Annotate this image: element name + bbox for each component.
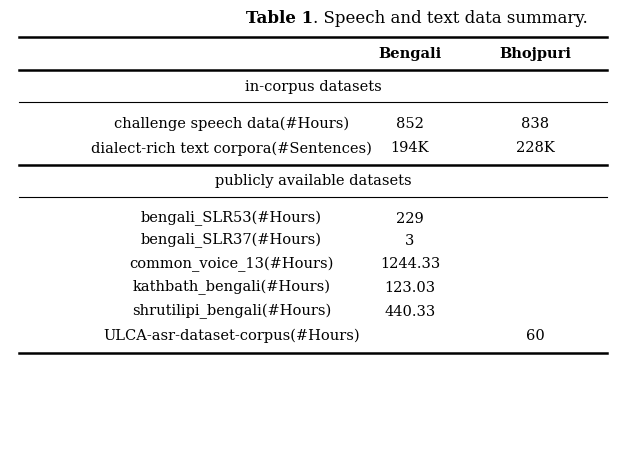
Text: 852: 852 [396,117,424,131]
Text: shrutilipi_bengali(#Hours): shrutilipi_bengali(#Hours) [132,304,331,319]
Text: 228K: 228K [516,141,555,155]
Text: Bengali: Bengali [378,47,442,61]
Text: 229: 229 [396,212,424,226]
Text: Bhojpuri: Bhojpuri [499,47,572,61]
Text: publicly available datasets: publicly available datasets [215,174,411,188]
Text: 194K: 194K [391,141,429,155]
Text: . Speech and text data summary.: . Speech and text data summary. [313,10,588,27]
Text: in-corpus datasets: in-corpus datasets [245,80,381,94]
Text: bengali_SLR53(#Hours): bengali_SLR53(#Hours) [141,211,322,226]
Text: 3: 3 [406,234,414,248]
Text: common_voice_13(#Hours): common_voice_13(#Hours) [130,256,334,271]
Text: Table 1: Table 1 [246,10,313,27]
Text: ULCA-asr-dataset-corpus(#Hours): ULCA-asr-dataset-corpus(#Hours) [103,329,360,343]
Text: 838: 838 [521,117,549,131]
Text: bengali_SLR37(#Hours): bengali_SLR37(#Hours) [141,233,322,248]
Text: dialect-rich text corpora(#Sentences): dialect-rich text corpora(#Sentences) [91,141,372,155]
Text: 1244.33: 1244.33 [380,257,440,271]
Text: 123.03: 123.03 [384,281,436,295]
Text: kathbath_bengali(#Hours): kathbath_bengali(#Hours) [133,280,331,295]
Text: 440.33: 440.33 [384,305,436,319]
Text: 60: 60 [526,329,545,343]
Text: challenge speech data(#Hours): challenge speech data(#Hours) [114,117,349,131]
